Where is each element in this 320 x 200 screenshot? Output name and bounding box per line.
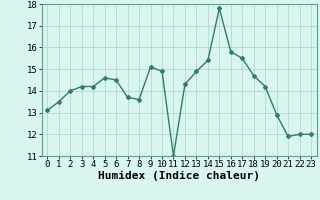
X-axis label: Humidex (Indice chaleur): Humidex (Indice chaleur) (98, 171, 260, 181)
